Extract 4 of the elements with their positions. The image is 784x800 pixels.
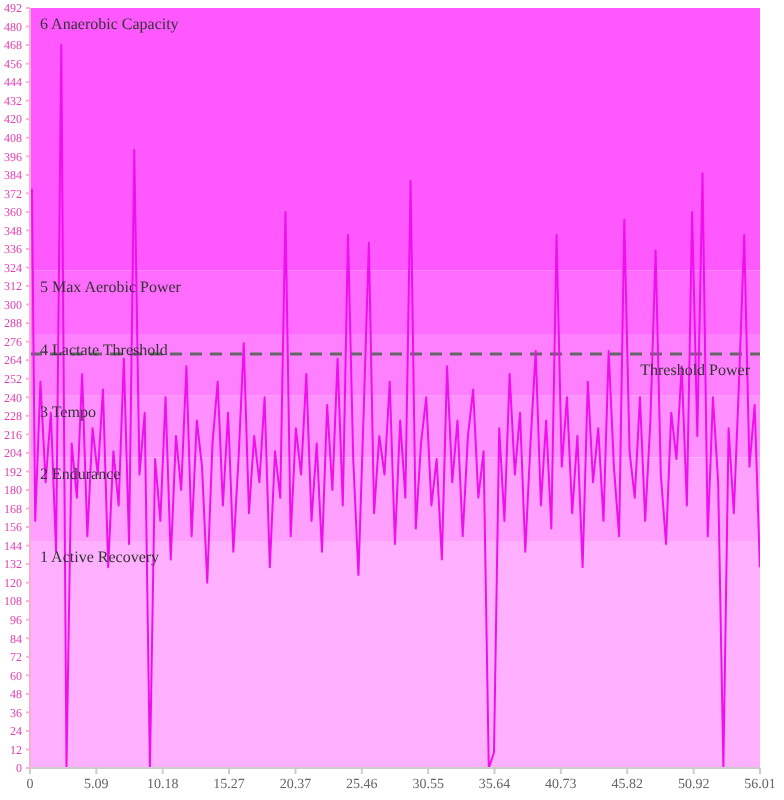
ref-line-label: Threshold Power <box>640 361 751 380</box>
band-label: 5 Max Aerobic Power <box>40 277 182 296</box>
line-series <box>30 44 760 768</box>
band-label: 6 Anaerobic Capacity <box>40 15 179 34</box>
